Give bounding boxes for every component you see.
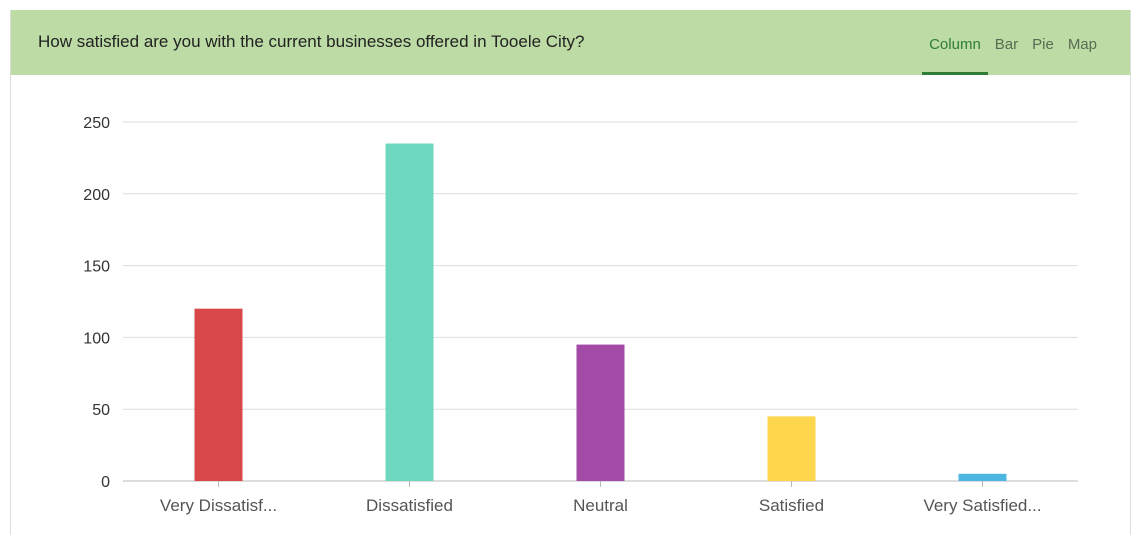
y-tick-label: 250 (83, 115, 110, 132)
question-title: How satisfied are you with the current b… (38, 32, 585, 51)
x-tick-label: Very Satisfied... (923, 496, 1041, 515)
question-header: How satisfied are you with the current b… (11, 10, 1130, 75)
tab-bar[interactable]: Bar (994, 36, 1019, 53)
bar[interactable] (194, 308, 243, 481)
y-tick-label: 50 (92, 402, 110, 419)
tab-map[interactable]: Map (1067, 36, 1097, 53)
y-tick-label: 0 (101, 474, 110, 491)
bar[interactable] (767, 416, 816, 481)
y-tick-label: 150 (83, 259, 110, 276)
y-tick-label: 200 (83, 187, 110, 204)
x-tick-label: Very Dissatisf... (160, 496, 277, 515)
x-tick-label: Neutral (573, 496, 628, 515)
tab-pie[interactable]: Pie (1032, 36, 1054, 53)
bar[interactable] (576, 344, 625, 481)
x-tick-label: Satisfied (759, 496, 824, 515)
chart-type-tabs: Column Bar Pie Map (922, 10, 1104, 75)
bar[interactable] (385, 143, 434, 482)
y-tick-label: 100 (83, 330, 110, 347)
tab-column[interactable]: Column (922, 10, 988, 75)
x-tick-label: Dissatisfied (366, 496, 453, 515)
bar[interactable] (958, 473, 1007, 481)
